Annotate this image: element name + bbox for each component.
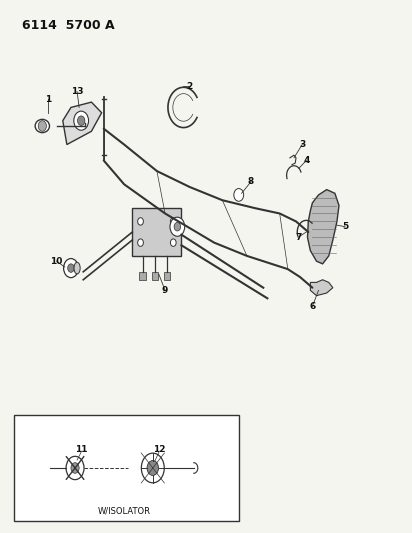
Circle shape: [170, 217, 185, 236]
Text: 6114  5700 A: 6114 5700 A: [22, 19, 115, 32]
Circle shape: [138, 239, 143, 246]
Bar: [152, 272, 158, 280]
Polygon shape: [307, 190, 339, 264]
Text: 7: 7: [295, 233, 301, 242]
Polygon shape: [310, 280, 333, 296]
Circle shape: [71, 463, 79, 473]
Circle shape: [38, 120, 47, 131]
Text: 12: 12: [153, 445, 165, 454]
Circle shape: [174, 222, 180, 231]
Text: 8: 8: [248, 177, 254, 186]
Bar: [164, 272, 171, 280]
Text: 11: 11: [75, 445, 87, 454]
Polygon shape: [63, 102, 102, 144]
Circle shape: [141, 453, 164, 483]
Circle shape: [171, 217, 176, 225]
Circle shape: [66, 456, 84, 480]
Text: 4: 4: [303, 156, 309, 165]
Text: 2: 2: [187, 82, 193, 91]
Text: 9: 9: [162, 286, 168, 295]
Text: 5: 5: [342, 222, 348, 231]
Ellipse shape: [35, 119, 49, 133]
Text: 1: 1: [45, 95, 52, 104]
Circle shape: [147, 461, 159, 475]
Circle shape: [77, 116, 85, 125]
Circle shape: [63, 259, 78, 278]
Circle shape: [138, 217, 143, 225]
Text: 10: 10: [50, 257, 63, 265]
Text: W/ISOLATOR: W/ISOLATOR: [98, 507, 151, 516]
Circle shape: [171, 239, 176, 246]
Text: 6: 6: [309, 302, 316, 311]
Bar: [14, 415, 239, 521]
Bar: [132, 208, 181, 256]
Circle shape: [234, 189, 243, 201]
Text: 13: 13: [71, 87, 83, 96]
Ellipse shape: [74, 262, 80, 274]
Circle shape: [68, 264, 74, 272]
Text: 3: 3: [299, 140, 305, 149]
Bar: [139, 272, 146, 280]
Circle shape: [74, 111, 89, 130]
